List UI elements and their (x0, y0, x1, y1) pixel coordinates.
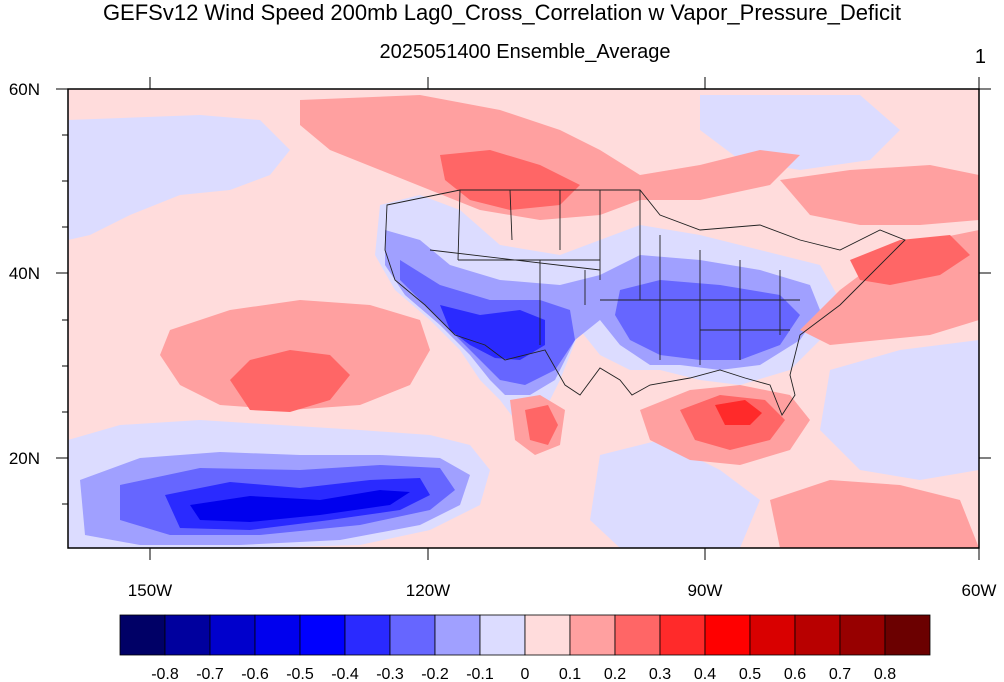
lat-tick-marks (56, 88, 991, 505)
plot-frame (67, 88, 980, 549)
panel-number: 1 (974, 46, 986, 68)
lon-tick-marks (149, 77, 980, 560)
contour-pos02-north (300, 95, 800, 220)
colorbar-label: -0.6 (241, 666, 269, 682)
colorbar-swatch (299, 614, 346, 656)
state-lines (429, 189, 800, 365)
correlation-field (68, 89, 979, 548)
colorbar-swatch (749, 614, 796, 656)
contour-pos03-atlantic (850, 235, 970, 285)
colorbar-label: -0.4 (331, 666, 359, 682)
colorbar-swatch (569, 614, 616, 656)
colorbar-swatch (344, 614, 391, 656)
colorbar-swatch (119, 614, 166, 656)
colorbar: -0.8 -0.7 -0.6 -0.5 -0.4 -0.3 -0.2 -0.1 0 0.1 0.2 0… (119, 614, 931, 682)
colorbar-label: 0.3 (649, 666, 671, 682)
colorbar-label: 0.1 (559, 666, 581, 682)
colorbar-swatch (524, 614, 571, 656)
lon-tick-labels: 150W 120W 90W 60W (128, 581, 997, 600)
colorbar-label: -0.8 (151, 666, 179, 682)
colorbar-swatch (794, 614, 841, 656)
contour-pos02-atlantic-south (770, 480, 979, 548)
contour-pos03-mexico (525, 405, 558, 445)
contour-pos02-canada-east (780, 165, 979, 225)
contour-neg01-northpacific (68, 115, 290, 240)
colorbar-swatch (254, 614, 301, 656)
colorbar-swatch (479, 614, 526, 656)
colorbar-label: 0 (521, 666, 530, 682)
colorbar-swatch (614, 614, 661, 656)
lon-label-90w: 90W (688, 581, 723, 600)
colorbar-swatch (209, 614, 256, 656)
lon-label-60w: 60W (962, 581, 997, 600)
colorbar-label: 0.4 (694, 666, 716, 682)
colorbar-label: -0.7 (196, 666, 224, 682)
contour-neg01-caribbean (590, 440, 760, 548)
colorbar-swatch (164, 614, 211, 656)
lat-label-20n: 20N (9, 449, 40, 468)
colorbar-label: 0.5 (739, 666, 761, 682)
contour-neg01-atlantic (820, 340, 979, 480)
contour-neg01-hudson (700, 95, 900, 170)
us-boundaries (384, 189, 906, 416)
colorbar-label: -0.2 (421, 666, 449, 682)
lat-label-40n: 40N (9, 264, 40, 283)
colorbar-label: 0.7 (829, 666, 851, 682)
colorbar-swatch (389, 614, 436, 656)
lon-label-150w: 150W (128, 581, 172, 600)
map-subtitle: 2025051400 Ensemble_Average (379, 41, 671, 63)
colorbar-swatch (434, 614, 481, 656)
colorbar-label: 0.8 (874, 666, 896, 682)
contour-neg05-subtropical (190, 490, 410, 522)
lon-label-120w: 120W (406, 581, 450, 600)
lat-label-60n: 60N (9, 80, 40, 99)
colorbar-label: 0.6 (784, 666, 806, 682)
colorbar-swatch (704, 614, 751, 656)
lat-tick-labels: 60N 40N 20N (9, 80, 40, 468)
contour-neg04-southwest (440, 305, 545, 360)
contour-pos03-northrockies (440, 150, 580, 210)
contour-pos03-eastpacific (230, 350, 350, 412)
colorbar-label: -0.3 (376, 666, 404, 682)
colorbar-swatch (839, 614, 886, 656)
map-title: GEFSv12 Wind Speed 200mb Lag0_Cross_Corr… (102, 0, 902, 25)
colorbar-swatch (659, 614, 706, 656)
colorbar-label: -0.1 (466, 666, 494, 682)
colorbar-label: -0.5 (286, 666, 314, 682)
contour-pos04-gulf (715, 400, 762, 425)
colorbar-swatch (884, 614, 931, 656)
colorbar-label: 0.2 (604, 666, 626, 682)
us-outline (384, 189, 906, 416)
